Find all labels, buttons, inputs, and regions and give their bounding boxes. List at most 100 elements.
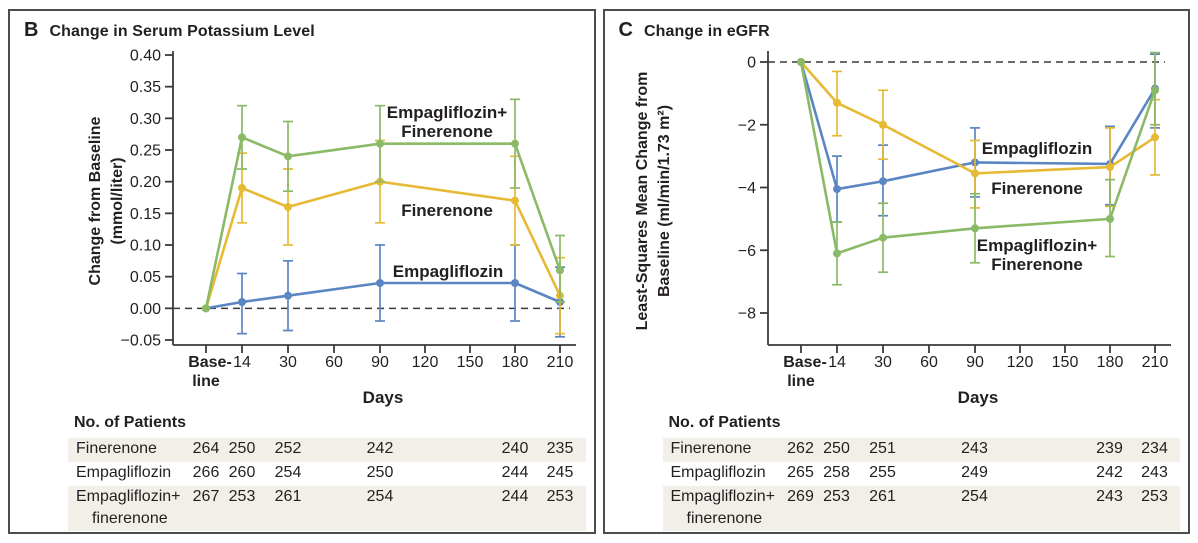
- row-label: finerenone: [686, 510, 763, 527]
- series-label: Finerenone: [991, 255, 1083, 274]
- row-label: Empagliflozin+: [76, 488, 181, 505]
- x-tick-label: 30: [874, 354, 892, 371]
- y-tick-label: 0.30: [130, 111, 161, 128]
- y-tick-label: −4: [737, 180, 755, 197]
- data-point: [878, 177, 887, 186]
- patients-table-title: No. of Patients: [74, 414, 187, 431]
- patient-count: 261: [869, 488, 896, 505]
- x-tick-label: 150: [1051, 354, 1078, 371]
- data-point: [202, 304, 210, 313]
- data-point: [1105, 163, 1114, 172]
- data-point: [1150, 133, 1159, 142]
- patient-count: 243: [1141, 464, 1168, 481]
- panel-header: C Change in eGFR: [619, 19, 770, 42]
- table-row: Finerenone 262 250 251 243 239 234: [662, 438, 1180, 462]
- series-line: [204, 180, 562, 309]
- panel-title: Change in eGFR: [643, 23, 770, 40]
- x-tick-label: 90: [371, 354, 389, 371]
- data-point: [832, 98, 841, 107]
- patient-count: 244: [501, 488, 529, 505]
- x-axis-title: Days: [957, 388, 998, 407]
- patients-table: No. of Patients Finerenone 264 250 252 242 240…: [10, 11, 594, 532]
- data-point: [284, 203, 292, 211]
- patient-count: 266: [192, 464, 220, 481]
- patient-count: 242: [1096, 464, 1123, 481]
- data-point: [878, 120, 887, 129]
- data-point: [970, 169, 979, 178]
- patient-count: 269: [787, 488, 814, 505]
- row-label: finerenone: [92, 510, 168, 527]
- patient-count: 245: [546, 464, 574, 481]
- y-tick-label: −6: [737, 243, 755, 260]
- patient-count: 253: [546, 488, 574, 505]
- patient-count: 243: [961, 440, 988, 457]
- panel-egfr: C Change in eGFR 0 −2 −4 −6 −8 Base-line 14 30 6…: [602, 9, 1190, 534]
- axes: 0 −2 −4 −6 −8 Base-line 14 30 60 90 120 150 180 210 Da…: [634, 51, 1171, 407]
- patient-count: 251: [869, 440, 896, 457]
- y-tick-label: −0.05: [121, 333, 162, 350]
- series-label: Empagliflozin+: [387, 103, 508, 122]
- row-label: Empagliflozin: [670, 464, 766, 481]
- patient-count: 254: [961, 488, 988, 505]
- data-point: [1105, 214, 1114, 223]
- series-empagliflozin-finerenone: [202, 98, 565, 313]
- data-point: [238, 184, 246, 192]
- series-label: Finerenone: [401, 201, 493, 220]
- row-label: Empagliflozin+: [670, 488, 776, 505]
- patient-count: 244: [501, 464, 529, 481]
- row-label: Empagliflozin: [76, 464, 172, 481]
- data-point: [511, 196, 519, 205]
- x-tick-label: line: [192, 373, 220, 390]
- patient-count: 242: [366, 440, 394, 457]
- series-empagliflozin-finerenone: [796, 51, 1160, 286]
- patient-count: 258: [823, 464, 850, 481]
- x-tick-label: 30: [279, 354, 297, 371]
- patient-count: 254: [274, 464, 302, 481]
- row-label: Finerenone: [76, 440, 157, 457]
- patient-count: 253: [1141, 488, 1168, 505]
- data-point: [284, 152, 292, 161]
- data-point: [1150, 86, 1159, 95]
- data-point: [970, 224, 979, 233]
- patient-count: 253: [823, 488, 850, 505]
- panel-letter: B: [24, 19, 39, 41]
- data-point: [878, 233, 887, 242]
- data-point: [511, 279, 519, 287]
- series-label: Finerenone: [401, 122, 493, 141]
- data-point: [796, 58, 805, 66]
- y-axis-title: (mmol/liter): [109, 157, 126, 244]
- y-tick-label: 0.05: [130, 269, 161, 286]
- panel-serum-potassium: B Change in Serum Potassium Level 0.40 0.…: [8, 9, 596, 534]
- x-tick-label: Base-: [783, 354, 827, 371]
- y-tick-label: 0.20: [130, 174, 161, 191]
- series-label: Empagliflozin+: [976, 236, 1097, 255]
- panel-header: B Change in Serum Potassium Level: [24, 19, 315, 42]
- y-tick-label: −8: [737, 306, 755, 323]
- y-tick-label: 0.15: [130, 206, 161, 223]
- table-row: Empagliflozin 265 258 255 249 242 243: [663, 462, 1181, 486]
- x-tick-label: 120: [412, 354, 439, 371]
- series-label: Empagliflozin: [393, 262, 504, 281]
- patient-count: 240: [501, 440, 529, 457]
- x-tick-label: 14: [233, 354, 251, 371]
- data-point: [238, 298, 246, 306]
- patient-count: 249: [961, 464, 988, 481]
- y-tick-label: 0: [747, 55, 756, 72]
- serum-potassium-chart: 0.40 0.35 0.30 0.25 0.20 0.15 0.10 0.05 0.00 −0.0…: [87, 48, 576, 407]
- panel-title: Change in Serum Potassium Level: [49, 23, 315, 40]
- patient-count: 255: [869, 464, 896, 481]
- table-row: Empagliflozin+ finerenone 269 253 261 254 243 2…: [662, 486, 1180, 531]
- y-tick-label: −2: [737, 117, 755, 134]
- y-tick-label: 0.00: [130, 301, 161, 318]
- x-tick-label: 180: [1096, 354, 1123, 371]
- patients-table-title: No. of Patients: [668, 414, 781, 431]
- patient-count: 235: [546, 440, 574, 457]
- series-line: [799, 61, 1156, 175]
- y-tick-label: 0.35: [130, 79, 161, 96]
- data-point: [376, 139, 384, 148]
- y-axis-title: Baseline (ml/min/1.73 m²): [656, 105, 673, 297]
- table-row: Finerenone 264 250 252 242 240 235: [68, 438, 586, 462]
- series-label: Finerenone: [991, 179, 1083, 198]
- egfr-chart: 0 −2 −4 −6 −8 Base-line 14 30 60 90 120 150 180 210 Da…: [634, 51, 1171, 407]
- patient-count: 262: [787, 440, 814, 457]
